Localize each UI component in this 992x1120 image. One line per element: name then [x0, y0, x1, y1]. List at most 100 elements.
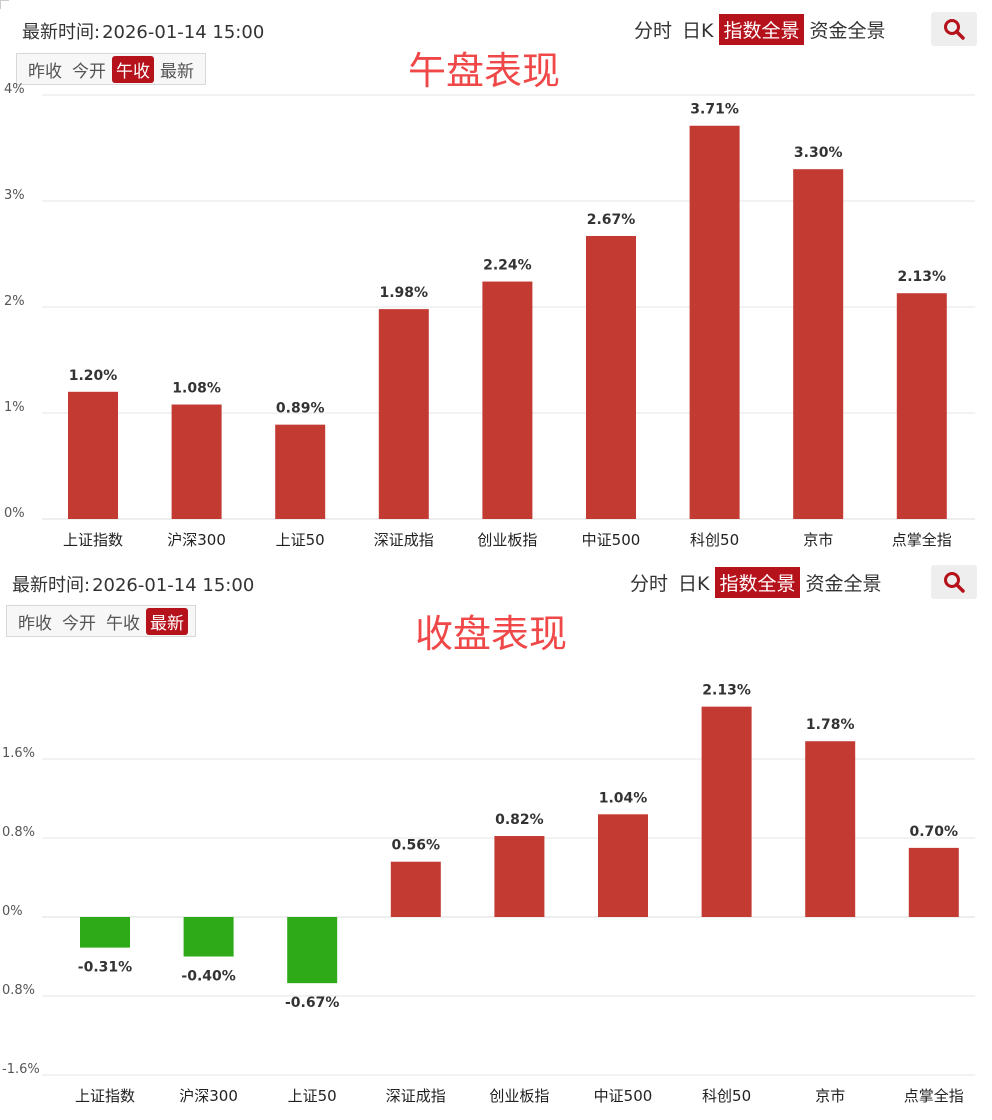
- data-label: 1.78%: [806, 717, 855, 733]
- tab-daily-k[interactable]: 日K: [682, 20, 714, 42]
- y-tick-label: 1%: [4, 400, 25, 415]
- x-category-label: 上证指数: [75, 1087, 135, 1105]
- x-category-label: 科创50: [702, 1087, 751, 1105]
- x-category-label: 点掌全指: [892, 531, 952, 549]
- y-tick-label: 2%: [4, 294, 25, 309]
- bar: [908, 847, 959, 917]
- data-label: 2.24%: [483, 258, 532, 274]
- y-tick-label: 0%: [4, 506, 25, 521]
- range-selector: 昨收 今开 午收 最新: [6, 605, 196, 637]
- tab-index-overview[interactable]: 指数全景: [715, 567, 800, 598]
- chart-title: 午盘表现: [408, 49, 561, 93]
- bar-chart-midday: 0% 1% 2% 3% 4% 1.20% 上证指数 1.08% 沪深300 0.89% 上证50 1.…: [4, 82, 975, 549]
- y-tick-label: 4%: [4, 82, 25, 97]
- x-category-label: 深证成指: [374, 531, 434, 549]
- latest-time-label: 最新时间:: [12, 575, 91, 596]
- data-label: 1.98%: [380, 285, 429, 301]
- view-tabs: 分时 日K 指数全景 资金全景: [628, 14, 890, 45]
- bar: [378, 309, 429, 519]
- latest-time: 最新时间: 2026-01-14 15:00: [12, 571, 254, 597]
- bar: [805, 741, 856, 917]
- bar: [793, 169, 844, 519]
- search-button[interactable]: [931, 565, 977, 599]
- y-tick-label: 1.6%: [2, 746, 35, 761]
- data-label: 3.71%: [690, 102, 739, 118]
- y-tick-label: 0.8%: [2, 983, 35, 998]
- bar: [183, 917, 234, 957]
- tab-index-overview[interactable]: 指数全景: [719, 14, 804, 45]
- data-label: 1.08%: [172, 381, 221, 397]
- x-category-label: 中证500: [594, 1087, 653, 1105]
- range-selector: 昨收 今开 午收 最新: [16, 53, 206, 85]
- x-category-label: 京市: [815, 1087, 845, 1105]
- bar: [494, 836, 545, 917]
- data-label: 2.13%: [702, 683, 751, 699]
- x-category-label: 上证指数: [63, 531, 123, 549]
- bar: [598, 814, 648, 917]
- range-prev-close[interactable]: 昨收: [18, 613, 52, 634]
- data-label: 2.13%: [898, 269, 947, 285]
- x-category-label: 创业板指: [477, 531, 537, 549]
- tab-fund-overview[interactable]: 资金全景: [805, 573, 882, 595]
- y-tick-label: 0%: [2, 904, 23, 919]
- range-midday-close[interactable]: 午收: [112, 55, 154, 83]
- x-category-label: 上证50: [288, 1087, 337, 1105]
- latest-time-value: 2026-01-14 15:00: [102, 22, 265, 43]
- data-label: 1.20%: [69, 368, 118, 384]
- y-tick-label: 0.8%: [2, 825, 35, 840]
- latest-time-value: 2026-01-14 15:00: [92, 575, 255, 596]
- search-icon: [944, 19, 965, 40]
- tab-daily-k[interactable]: 日K: [678, 573, 710, 595]
- bar: [287, 917, 338, 984]
- view-tabs: 分时 日K 指数全景 资金全景: [624, 567, 886, 598]
- data-label: 2.67%: [587, 212, 636, 228]
- y-tick-label: -1.6%: [2, 1062, 40, 1077]
- y-tick-label: 3%: [4, 188, 25, 203]
- bar: [896, 293, 947, 519]
- data-label: 1.04%: [599, 790, 648, 806]
- bar-chart-close: 1.6% 0.8% 0% 0.8% -1.6% -0.31% 上证指数 -0.40% 沪深300…: [2, 683, 975, 1105]
- range-midday-close[interactable]: 午收: [106, 613, 140, 634]
- x-category-label: 创业板指: [489, 1087, 549, 1105]
- x-category-label: 深证成指: [386, 1087, 446, 1105]
- range-prev-close[interactable]: 昨收: [28, 61, 62, 82]
- range-latest[interactable]: 最新: [160, 61, 194, 82]
- x-category-label: 点掌全指: [904, 1087, 964, 1105]
- bar: [80, 917, 130, 948]
- x-category-label: 科创50: [690, 531, 739, 549]
- bar: [275, 424, 326, 519]
- data-label: -0.40%: [181, 969, 235, 985]
- x-category-label: 上证50: [276, 531, 325, 549]
- data-label: 3.30%: [794, 145, 843, 161]
- bar: [701, 706, 752, 917]
- frame-corner: [0, 0, 9, 9]
- bar: [586, 235, 636, 520]
- range-latest[interactable]: 最新: [146, 607, 188, 635]
- data-label: 0.70%: [910, 824, 959, 840]
- latest-time: 最新时间: 2026-01-14 15:00: [22, 18, 264, 44]
- data-label: -0.67%: [285, 995, 339, 1011]
- data-label: 0.89%: [276, 401, 325, 417]
- data-label: 0.56%: [392, 838, 441, 854]
- x-category-label: 沪深300: [167, 531, 226, 549]
- data-label: 0.82%: [495, 812, 544, 828]
- bar: [171, 404, 222, 519]
- tab-fund-overview[interactable]: 资金全景: [809, 20, 886, 42]
- close-panel: 最新时间: 2026-01-14 15:00 分时 日K 指数全景 资金全景 昨收…: [0, 560, 992, 1120]
- latest-time-label: 最新时间:: [22, 22, 101, 43]
- range-today-open[interactable]: 今开: [72, 61, 106, 82]
- bar: [689, 125, 740, 520]
- tab-timeshare[interactable]: 分时: [630, 573, 669, 595]
- search-icon: [944, 572, 965, 593]
- tab-timeshare[interactable]: 分时: [634, 20, 673, 42]
- bar: [390, 861, 441, 917]
- search-button[interactable]: [931, 12, 977, 46]
- chart-title: 收盘表现: [415, 612, 568, 656]
- bar: [68, 391, 118, 519]
- x-category-label: 沪深300: [179, 1087, 238, 1105]
- bar: [482, 281, 533, 519]
- x-category-label: 中证500: [582, 531, 641, 549]
- data-label: -0.31%: [78, 960, 132, 976]
- range-today-open[interactable]: 今开: [62, 613, 96, 634]
- midday-panel: 最新时间: 2026-01-14 15:00 分时 日K 指数全景 资金全景 昨收…: [4, 12, 977, 549]
